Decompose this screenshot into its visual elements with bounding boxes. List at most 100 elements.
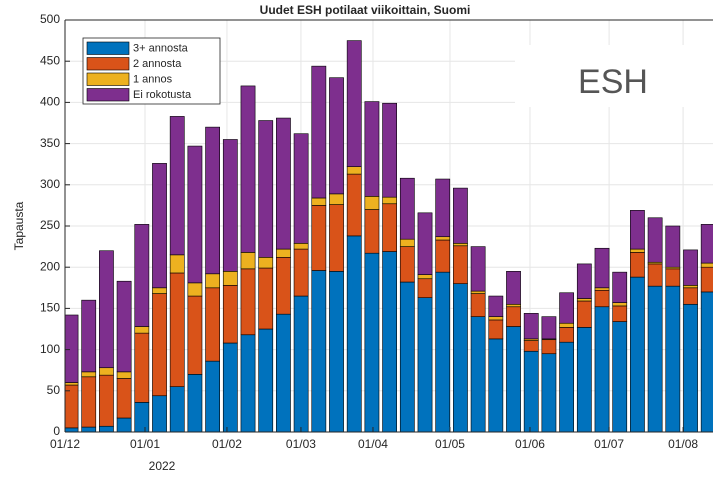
- bar-segment: [311, 197, 327, 206]
- bar-segment: [700, 224, 713, 264]
- bar-segment: [81, 426, 97, 432]
- bar-segment: [683, 287, 698, 305]
- bar-segment: [116, 371, 132, 379]
- legend-swatch: [86, 41, 130, 55]
- x-tick-label: 01/06: [515, 437, 545, 451]
- bar-segment: [382, 251, 397, 432]
- y-tick-label: 450: [40, 53, 60, 67]
- axes: 0 50 100 150 200 250 300 350 400 450 500 01/12 01/01…: [40, 12, 713, 451]
- bar-segment: [293, 248, 309, 297]
- bar-segment: [65, 382, 79, 386]
- bar-segment: [559, 341, 575, 432]
- y-tick-label: 50: [47, 383, 61, 397]
- legend-swatch: [86, 57, 130, 71]
- bar-segment: [276, 257, 291, 315]
- bar-segment: [612, 271, 628, 303]
- bar-segment: [559, 292, 575, 324]
- bar-segment: [382, 196, 397, 205]
- bar-segment: [647, 285, 663, 432]
- bar-segment: [152, 287, 167, 294]
- bar-segment: [240, 268, 256, 336]
- bar-segment: [169, 254, 185, 274]
- bar-segment: [364, 252, 380, 432]
- bar-segment: [81, 371, 97, 378]
- chart-title: Uudet ESH potilaat viikoittain, Suomi: [260, 3, 471, 17]
- bar-segment: [523, 340, 539, 352]
- bar-segment: [99, 425, 114, 432]
- bar-segment: [576, 327, 592, 432]
- bar-segment: [205, 360, 220, 432]
- legend-swatch: [86, 88, 130, 102]
- bar-segment: [594, 287, 610, 291]
- bar-segment: [523, 350, 539, 432]
- x-tick-label: 01/04: [358, 437, 388, 451]
- bar-segment: [630, 248, 645, 253]
- bar-segment: [612, 305, 628, 322]
- y-axis-label: Tapausta: [12, 201, 26, 250]
- bar-segment: [683, 303, 698, 432]
- x-tick-label: 01/05: [435, 437, 465, 451]
- y-tick-label: 250: [40, 218, 60, 232]
- bar-segment: [399, 177, 415, 240]
- bar-segment: [453, 187, 468, 244]
- bar-segment: [116, 378, 132, 419]
- bar-segment: [364, 209, 380, 254]
- bar-segment: [665, 268, 681, 287]
- bar-segment: [612, 321, 628, 432]
- bar-segment: [346, 40, 362, 167]
- bar-segment: [470, 246, 486, 292]
- bar-segment: [169, 272, 185, 387]
- y-tick-label: 200: [40, 259, 60, 273]
- bar-segment: [506, 271, 521, 305]
- bar-segment: [116, 280, 132, 373]
- bar-segment: [205, 126, 220, 275]
- bar-segment: [488, 316, 504, 321]
- bars: [65, 40, 713, 432]
- bar-segment: [541, 353, 557, 432]
- bar-segment: [187, 145, 203, 284]
- bar-segment: [399, 238, 415, 247]
- legend-label: 3+ annosta: [133, 43, 189, 55]
- bar-segment: [329, 77, 344, 195]
- bar-segment: [187, 282, 203, 297]
- bar-segment: [382, 102, 397, 198]
- bar-segment: [470, 293, 486, 317]
- bar-segment: [488, 295, 504, 317]
- bar-segment: [541, 316, 557, 340]
- bar-segment: [329, 271, 344, 432]
- legend-label: 1 annos: [133, 74, 173, 86]
- bar-segment: [276, 313, 291, 432]
- bar-segment: [700, 262, 713, 268]
- bar-segment: [506, 306, 521, 327]
- bar-segment: [293, 133, 309, 244]
- bar-segment: [576, 300, 592, 328]
- bar-segment: [222, 285, 238, 344]
- bar-segment: [152, 163, 167, 289]
- bar-segment: [169, 116, 185, 256]
- bar-segment: [65, 314, 79, 383]
- bar-segment: [683, 285, 698, 289]
- bar-segment: [399, 281, 415, 432]
- bar-segment: [222, 342, 238, 432]
- bar-segment: [506, 326, 521, 432]
- x-tick-label: 01/12: [50, 437, 80, 451]
- bar-segment: [311, 65, 327, 199]
- bar-segment: [417, 278, 433, 298]
- bar-segment: [576, 263, 592, 299]
- bar-segment: [134, 224, 150, 327]
- bar-segment: [417, 212, 433, 275]
- bar-segment: [683, 249, 698, 286]
- bar-segment: [329, 193, 344, 205]
- bar-segment: [258, 267, 274, 330]
- bar-segment: [594, 247, 610, 289]
- bar-segment: [276, 117, 291, 250]
- bar-segment: [700, 291, 713, 432]
- bar-segment: [470, 316, 486, 432]
- bar-segment: [665, 285, 681, 432]
- bar-segment: [258, 257, 274, 269]
- bar-segment: [116, 417, 132, 432]
- bar-segment: [134, 326, 150, 334]
- bar-segment: [222, 139, 238, 272]
- bar-segment: [453, 243, 468, 247]
